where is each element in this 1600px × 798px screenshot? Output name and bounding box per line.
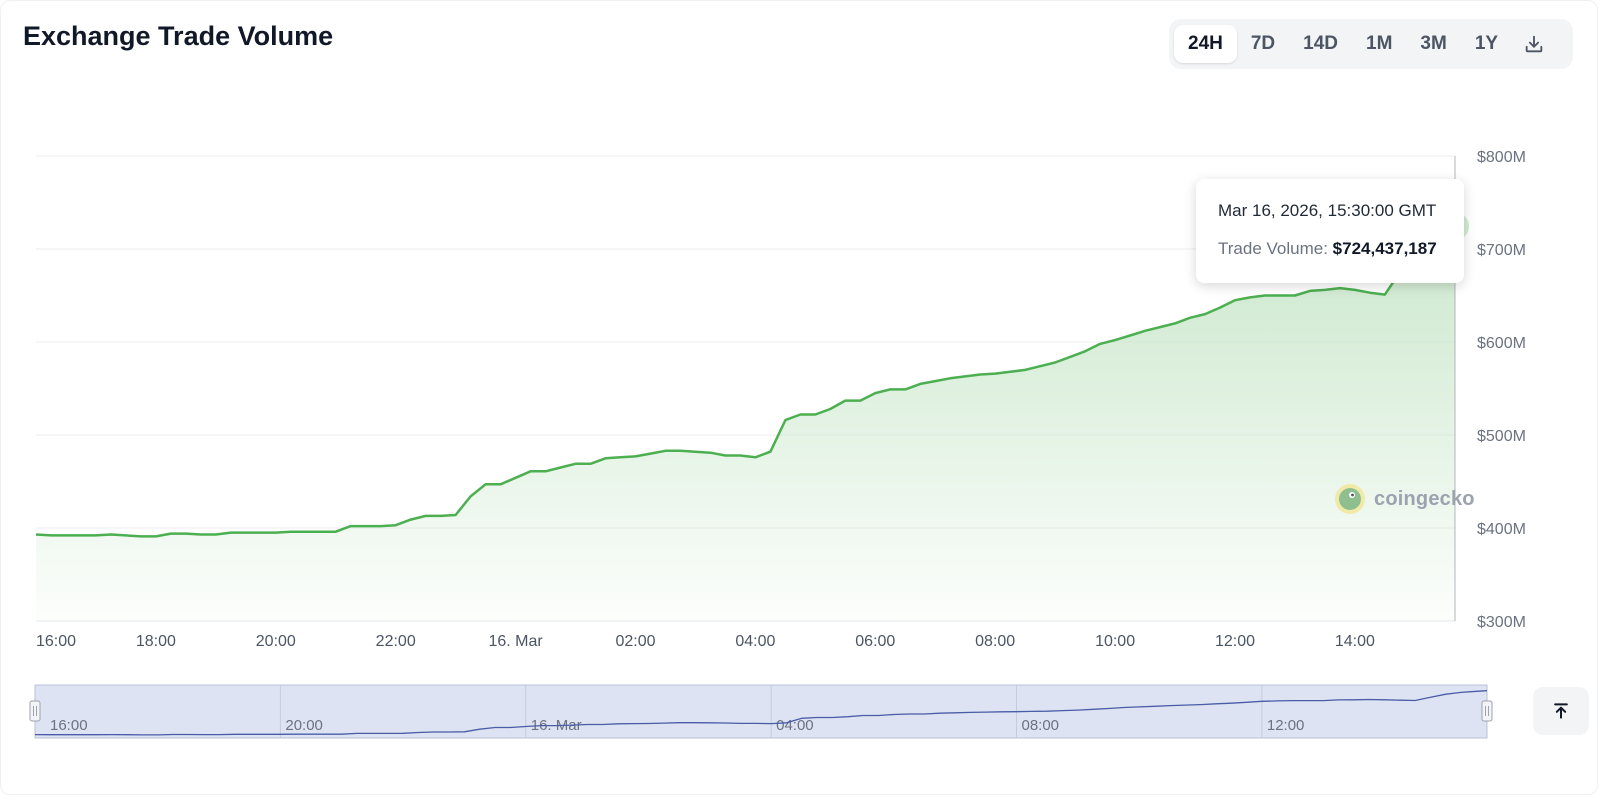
watermark-text: coingecko xyxy=(1374,487,1475,510)
time-range-selector: 24H 7D 14D 1M 3M 1Y xyxy=(1169,19,1573,69)
x-tick-label: 10:00 xyxy=(1095,633,1135,650)
x-tick-label: 18:00 xyxy=(136,633,176,650)
scroll-to-top-button[interactable] xyxy=(1533,687,1589,735)
x-tick-label: 14:00 xyxy=(1335,633,1375,650)
range-24h-button[interactable]: 24H xyxy=(1174,25,1237,63)
y-tick-label: $700M xyxy=(1477,242,1526,259)
download-icon xyxy=(1525,35,1543,53)
range-1y-button[interactable]: 1Y xyxy=(1461,25,1512,63)
y-tick-label: $500M xyxy=(1477,428,1526,445)
navigator-left-handle[interactable] xyxy=(29,700,41,722)
tooltip-row: Trade Volume: $724,437,187 xyxy=(1218,239,1442,259)
arrow-up-to-line-icon xyxy=(1554,703,1568,719)
x-tick-label: 06:00 xyxy=(855,633,895,650)
navigator-labels: 16:00 20:00 16. Mar 04:00 08:00 12:00 xyxy=(50,717,1304,734)
x-tick-label: 12:00 xyxy=(1215,633,1255,650)
x-tick-label: 08:00 xyxy=(975,633,1015,650)
watermark: coingecko xyxy=(1334,483,1475,515)
y-axis-labels: $300M $400M $500M $600M $700M $800M xyxy=(1477,149,1526,631)
download-button[interactable] xyxy=(1514,25,1554,63)
range-7d-button[interactable]: 7D xyxy=(1237,25,1289,63)
range-1m-button[interactable]: 1M xyxy=(1352,25,1406,63)
tooltip-value: $724,437,187 xyxy=(1332,239,1437,258)
y-tick-label: $800M xyxy=(1477,149,1526,166)
navigator-series-line xyxy=(34,690,1488,736)
tooltip-label: Trade Volume: xyxy=(1218,239,1328,258)
x-tick-label: 16:00 xyxy=(36,633,76,650)
navigator-tick-label: 12:00 xyxy=(1267,717,1305,734)
x-tick-label: 20:00 xyxy=(256,633,296,650)
navigator-tick-label: 20:00 xyxy=(285,717,323,734)
range-3m-button[interactable]: 3M xyxy=(1406,25,1460,63)
navigator-right-handle[interactable] xyxy=(1481,700,1493,722)
volume-series-line xyxy=(35,225,1456,538)
chart-title: Exchange Trade Volume xyxy=(23,21,334,51)
navigator-tick-label: 16:00 xyxy=(50,717,88,734)
data-tooltip: Mar 16, 2026, 15:30:00 GMT Trade Volume:… xyxy=(1196,179,1464,283)
tooltip-date: Mar 16, 2026, 15:30:00 GMT xyxy=(1218,201,1437,220)
x-tick-label: 04:00 xyxy=(735,633,775,650)
y-tick-label: $600M xyxy=(1477,335,1526,352)
navigator-tick-label: 08:00 xyxy=(1021,717,1059,734)
x-tick-label: 02:00 xyxy=(615,633,655,650)
x-axis-labels: 16:00 18:00 20:00 22:00 16. Mar 02:00 04:00 06:… xyxy=(36,633,1375,650)
x-tick-label: 22:00 xyxy=(376,633,416,650)
navigator-tick-label: 04:00 xyxy=(776,717,814,734)
y-tick-label: $300M xyxy=(1477,614,1526,631)
y-tick-label: $400M xyxy=(1477,521,1526,538)
x-tick-label: 16. Mar xyxy=(488,633,543,650)
volume-area-fill xyxy=(36,226,1455,622)
range-navigator[interactable]: 16:00 20:00 16. Mar 04:00 08:00 12:00 xyxy=(29,684,1493,739)
coingecko-logo-icon xyxy=(1335,484,1365,514)
range-14d-button[interactable]: 14D xyxy=(1289,25,1352,63)
